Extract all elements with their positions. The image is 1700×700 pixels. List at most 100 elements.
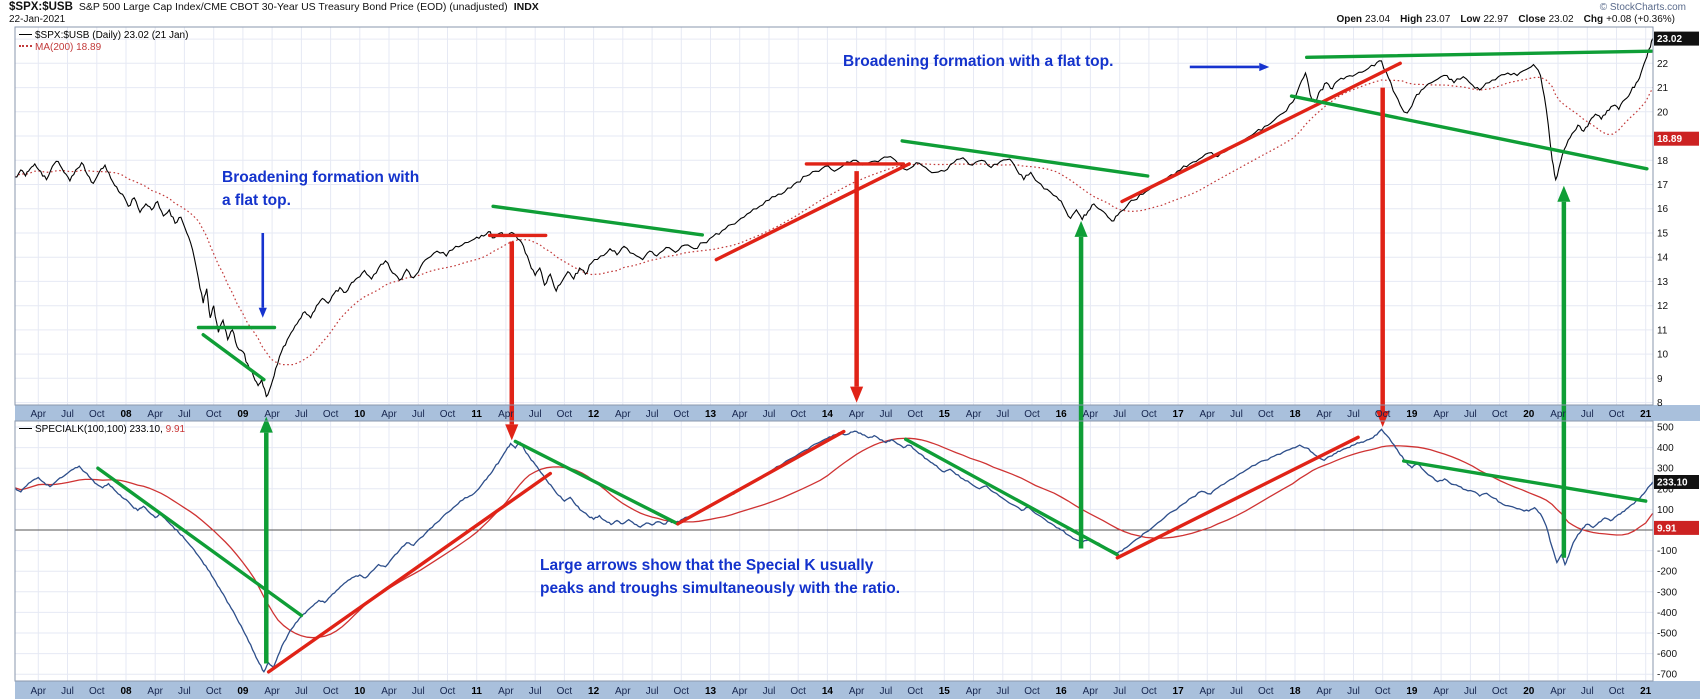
month-tick-label: Oct: [89, 409, 105, 420]
month-tick-label: Oct: [1024, 686, 1040, 697]
green-arrow-head: [259, 416, 273, 433]
red-trendline: [266, 471, 552, 674]
sk-ytick-label: 200: [1657, 484, 1674, 495]
green-trendline: [1289, 94, 1649, 171]
annotation-specialk-arrows: Large arrows show that the Special K usu…: [540, 554, 900, 600]
ma-last-value-label: 18.89: [1657, 134, 1682, 145]
year-tick-label: 10: [354, 409, 366, 420]
month-tick-label: Apr: [381, 409, 397, 420]
month-tick-label: Jul: [1347, 686, 1360, 697]
main-ytick-label: 12: [1657, 301, 1669, 312]
month-tick-label: Apr: [264, 409, 280, 420]
specialk-line-swatch: [19, 428, 32, 429]
month-tick-label: Oct: [1141, 409, 1157, 420]
green-trendline: [904, 437, 1120, 557]
quote-low-label: Low: [1460, 14, 1481, 25]
month-tick-label: Jul: [646, 409, 659, 420]
quote-high-label: High: [1400, 14, 1423, 25]
ma-legend-row: MA(200) 18.89: [19, 42, 188, 54]
month-tick-label: Apr: [966, 409, 982, 420]
ma-last-value-box: [1654, 131, 1699, 146]
red-trendline: [714, 162, 911, 262]
month-tick-label: Jul: [412, 409, 425, 420]
month-tick-label: Oct: [557, 409, 573, 420]
year-tick-label: 13: [705, 409, 717, 420]
month-tick-label: Jul: [1230, 409, 1243, 420]
sk-ytick-label: 300: [1657, 464, 1674, 475]
month-tick-label: Apr: [1550, 409, 1566, 420]
year-tick-label: 16: [1056, 409, 1068, 420]
specialk-last-value-box: [1654, 475, 1699, 489]
year-tick-label: 10: [354, 686, 366, 697]
main-ytick-label: 11: [1657, 325, 1668, 336]
copyright: © StockCharts.com: [1599, 2, 1686, 13]
month-tick-label: Jul: [1347, 409, 1360, 420]
price-last-value-label: 23.02: [1657, 34, 1682, 45]
price-legend-row: $SPX:$USB (Daily) 23.02 (21 Jan): [19, 30, 188, 42]
sk-ytick-label: -600: [1657, 649, 1677, 660]
month-tick-label: Oct: [1258, 686, 1274, 697]
specialk-legend: SPECIALK(100,100) 233.10, 9.91: [19, 424, 185, 436]
month-tick-label: Jul: [529, 686, 542, 697]
blue-arrow-head: [1259, 62, 1270, 72]
year-tick-label: 11: [471, 409, 482, 420]
main-ytick-label: 16: [1657, 204, 1669, 215]
plot-borders: [14, 26, 1654, 682]
month-tick-label: Apr: [1083, 409, 1099, 420]
month-tick-label: Apr: [498, 409, 514, 420]
month-tick-label: Jul: [1581, 686, 1594, 697]
year-tick-label: 14: [822, 409, 834, 420]
main-ytick-label: 21: [1657, 83, 1669, 94]
sk-ytick-label: -300: [1657, 587, 1677, 598]
month-tick-label: Apr: [732, 686, 748, 697]
ma200-line: [14, 76, 1654, 366]
month-tick-label: Oct: [1141, 686, 1157, 697]
sk-ytick-label: 100: [1657, 505, 1674, 516]
year-tick-label: 16: [1056, 686, 1068, 697]
year-tick-label: 18: [1289, 686, 1301, 697]
quote-close-label: Close: [1518, 14, 1546, 25]
month-tick-label: Oct: [323, 409, 339, 420]
price-legend-text: $SPX:$USB (Daily) 23.02 (21 Jan): [35, 30, 189, 41]
value-axis-labels: 8 9 10 11 12 13 14 15 16 17 18 20 21 22 500 400 300 200 10…: [1654, 31, 1699, 681]
year-tick-label: 11: [471, 686, 482, 697]
specialk-legend-text: SPECIALK(100,100) 233.10,: [35, 424, 163, 435]
main-ytick-label: 10: [1657, 350, 1669, 361]
month-tick-label: Jul: [763, 409, 776, 420]
month-tick-label: Jul: [61, 409, 74, 420]
price-line-swatch: [19, 34, 32, 35]
month-tick-label: Jul: [412, 686, 425, 697]
year-tick-label: 15: [939, 686, 951, 697]
quote-open-value: 23.04: [1365, 14, 1391, 25]
month-tick-label: Jul: [295, 686, 308, 697]
month-tick-label: Oct: [1258, 409, 1274, 420]
specialk-last-value-label: 233.10: [1657, 478, 1688, 489]
green-trendline: [1401, 459, 1648, 503]
year-tick-label: 08: [120, 409, 132, 420]
month-tick-label: Jul: [1464, 686, 1477, 697]
specialk-signal-value: 9.91: [165, 424, 186, 435]
month-tick-label: Jul: [996, 409, 1009, 420]
year-tick-label: 17: [1173, 409, 1185, 420]
main-ytick-label: 14: [1657, 253, 1669, 264]
main-ytick-label: 9: [1657, 374, 1663, 385]
month-tick-label: Oct: [440, 409, 456, 420]
date-axis-bands: [15, 405, 1700, 699]
green-trendline: [491, 204, 704, 237]
ma-line-swatch: [19, 45, 32, 47]
sk-ytick-label: -400: [1657, 608, 1677, 619]
year-tick-label: 20: [1523, 686, 1535, 697]
month-tick-label: Jul: [763, 686, 776, 697]
month-tick-label: Apr: [1200, 409, 1216, 420]
quote-row: 22-Jan-2021 Open 23.04 High 23.07 Low 22…: [9, 14, 1675, 25]
date-axis-labels: Apr Apr Jul Jul Oct Oct 08 08 Apr Apr Jul Jul Oct Oct…: [31, 409, 1652, 697]
red-arrow-head: [850, 386, 864, 403]
month-tick-label: Oct: [323, 686, 339, 697]
main-ytick-label: 17: [1657, 180, 1669, 191]
trendlines: [96, 49, 1654, 674]
blue-arrow-head: [258, 307, 267, 318]
month-tick-label: Oct: [790, 686, 806, 697]
sk-ytick-label: -100: [1657, 546, 1677, 557]
red-arrow-head: [1376, 410, 1390, 427]
month-tick-label: Apr: [1433, 409, 1449, 420]
